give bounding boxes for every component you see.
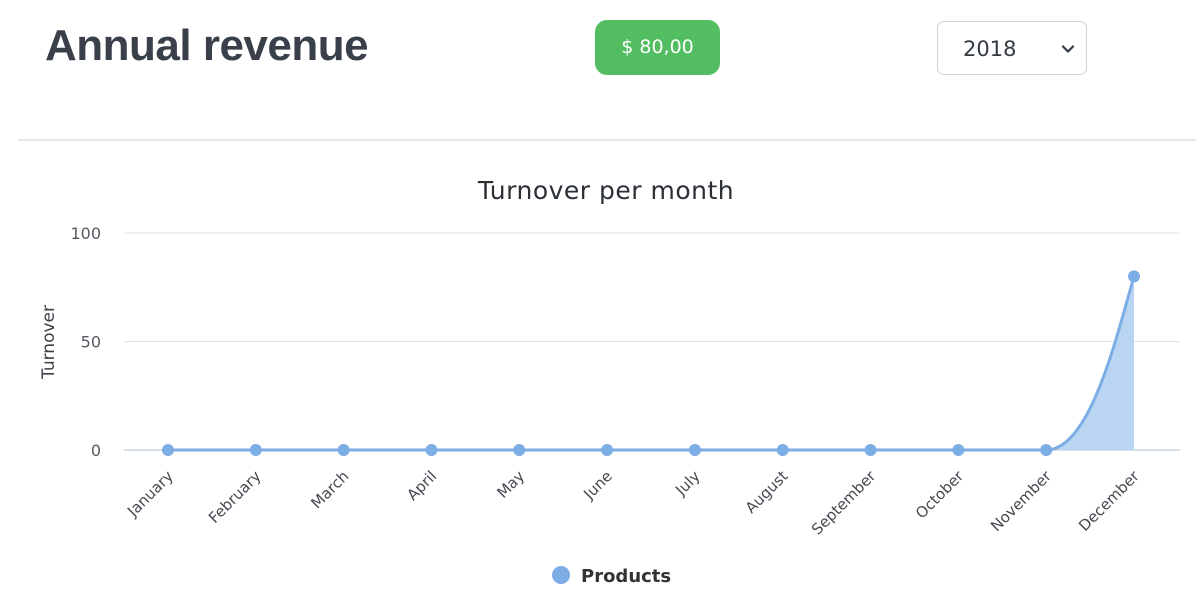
legend[interactable]: Products xyxy=(552,566,671,587)
data-point-september[interactable] xyxy=(864,444,877,456)
series-area xyxy=(168,276,1134,450)
data-point-august[interactable] xyxy=(776,444,789,456)
chart-title: Turnover per month xyxy=(477,176,734,205)
x-tick-label: December xyxy=(1075,467,1143,535)
data-point-december[interactable] xyxy=(1128,270,1140,283)
data-point-march[interactable] xyxy=(337,444,350,456)
page-title: Annual revenue xyxy=(45,21,369,70)
y-tick-label: 100 xyxy=(70,224,101,243)
x-tick-label: February xyxy=(205,467,265,527)
page-header: Annual revenue $ 80,00 2018 xyxy=(0,0,1200,140)
y-tick-label: 0 xyxy=(91,441,101,460)
y-tick-label: 50 xyxy=(81,333,101,352)
x-tick-label: August xyxy=(742,467,792,517)
data-point-november[interactable] xyxy=(1040,444,1053,456)
x-tick-label: July xyxy=(671,467,704,500)
x-tick-label: March xyxy=(307,467,352,512)
x-tick-label: May xyxy=(493,467,528,502)
series-line xyxy=(168,275,1136,452)
series-area-products xyxy=(168,276,1134,450)
data-point-february[interactable] xyxy=(249,444,262,456)
data-point-june[interactable] xyxy=(601,444,614,456)
y-axis-label: Turnover xyxy=(39,305,59,380)
data-point-april[interactable] xyxy=(425,444,438,456)
x-tick-label: June xyxy=(579,467,616,504)
x-tick-label: April xyxy=(403,467,440,504)
year-select-value: 2018 xyxy=(963,37,1017,61)
x-axis-ticks: January February March April May June July Augu… xyxy=(123,467,1143,539)
year-select[interactable]: 2018 xyxy=(937,21,1087,75)
data-point-july[interactable] xyxy=(688,444,701,456)
y-axis-ticks: 0 50 100 xyxy=(70,224,101,460)
data-point-january[interactable] xyxy=(162,444,174,456)
series-points xyxy=(162,270,1140,456)
legend-label-products: Products xyxy=(581,566,671,587)
x-tick-label: October xyxy=(912,467,968,523)
legend-marker xyxy=(552,566,570,584)
grid-lines xyxy=(124,232,1180,451)
x-tick-label: January xyxy=(123,467,177,521)
series-line-products xyxy=(168,275,1136,452)
chevron-down-icon xyxy=(1061,45,1075,53)
data-point-october[interactable] xyxy=(952,444,965,456)
data-point-may[interactable] xyxy=(513,444,526,456)
x-tick-label: November xyxy=(987,467,1055,535)
x-tick-label: September xyxy=(808,467,880,539)
header-divider xyxy=(18,139,1196,141)
total-revenue-badge: $ 80,00 xyxy=(595,20,720,75)
